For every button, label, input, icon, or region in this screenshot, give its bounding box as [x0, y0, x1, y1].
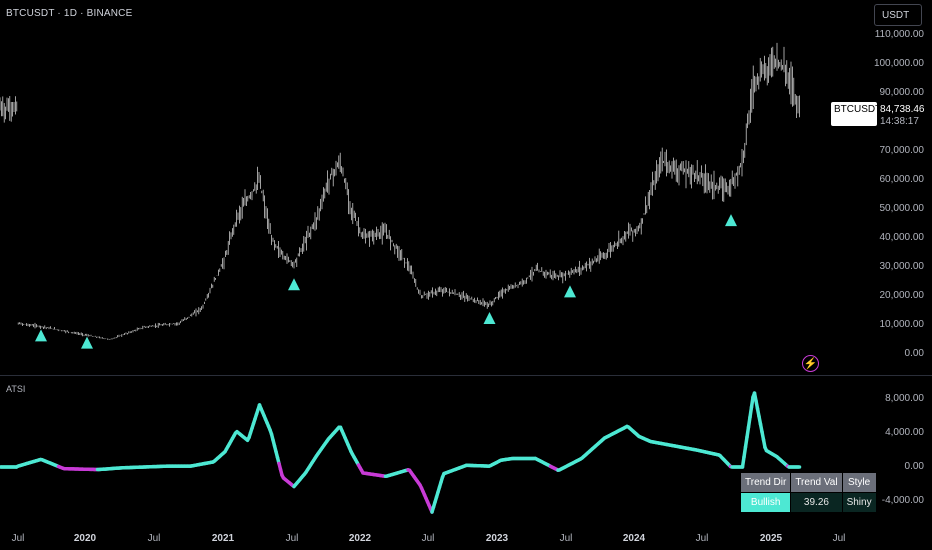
- time-axis-tick: 2024: [622, 533, 646, 544]
- bull-signal-marker: [564, 285, 576, 298]
- bull-signal-marker: [483, 312, 496, 325]
- price-axis-tick: 10,000.00: [879, 319, 925, 330]
- time-axis-tick: Jul: [11, 533, 25, 544]
- pane-separator[interactable]: [0, 375, 932, 376]
- indicator-axis-tick: 0.00: [904, 461, 924, 472]
- time-axis-tick: 2021: [211, 533, 235, 544]
- table-header-trend-dir: Trend Dir: [741, 473, 791, 492]
- time-axis-tick: 2023: [485, 533, 509, 544]
- time-axis-tick: Jul: [147, 533, 161, 544]
- price-axis-tick: 40,000.00: [879, 232, 925, 243]
- indicator-axis-tick: -4,000.00: [881, 495, 924, 506]
- price-label-countdown: 14:38:17: [880, 116, 919, 127]
- price-candles: [0, 42, 800, 340]
- time-axis-tick: 2020: [73, 533, 97, 544]
- price-axis-tick: 70,000.00: [879, 145, 925, 156]
- price-axis-tick: 0.00: [904, 348, 924, 359]
- atsi-line: [0, 391, 802, 514]
- price-axis-tick: 100,000.00: [873, 58, 924, 69]
- time-axis-tick: Jul: [695, 533, 709, 544]
- bull-signal-marker: [725, 214, 737, 227]
- price-axis-tick: 110,000.00: [874, 29, 924, 40]
- time-axis-tick: 2022: [348, 533, 372, 544]
- price-axis-tick: 60,000.00: [879, 174, 925, 185]
- table-header-style: Style: [842, 473, 876, 492]
- time-axis-tick: 2025: [759, 533, 783, 544]
- table-header-trend-val: Trend Val: [791, 473, 842, 492]
- indicator-axis-tick: 4,000.00: [885, 427, 924, 438]
- indicator-name: ATSI: [6, 384, 26, 394]
- price-axis-tick: 20,000.00: [879, 290, 925, 301]
- time-axis-tick: Jul: [559, 533, 573, 544]
- price-axis-tick: 30,000.00: [879, 261, 925, 272]
- time-axis-tick: Jul: [832, 533, 846, 544]
- table-cell-trend-val: 39.26: [791, 493, 842, 512]
- time-axis-tick: Jul: [421, 533, 435, 544]
- chart-title: BTCUSDT · 1D · BINANCE: [6, 8, 133, 19]
- bull-signal-marker: [35, 329, 47, 342]
- time-axis-tick: Jul: [285, 533, 299, 544]
- lightning-icon[interactable]: ⚡: [802, 355, 819, 372]
- price-label: BTCUSDT: [831, 102, 881, 126]
- price-axis-tick: 50,000.00: [879, 203, 925, 214]
- indicator-table: Trend Dir Trend Val Style Bullish 39.26 …: [740, 472, 877, 513]
- price-axis-tick: 90,000.00: [879, 87, 925, 98]
- currency-button[interactable]: USDT: [874, 4, 922, 26]
- price-label-symbol: BTCUSDT: [834, 104, 882, 115]
- bull-signal-marker: [81, 336, 93, 349]
- table-cell-trend-dir: Bullish: [741, 493, 791, 512]
- indicator-axis-tick: 8,000.00: [885, 393, 924, 404]
- table-cell-style: Shiny: [842, 493, 876, 512]
- signal-markers: [35, 214, 737, 349]
- price-label-value: 84,738.46: [880, 104, 925, 115]
- bull-signal-marker: [288, 278, 300, 291]
